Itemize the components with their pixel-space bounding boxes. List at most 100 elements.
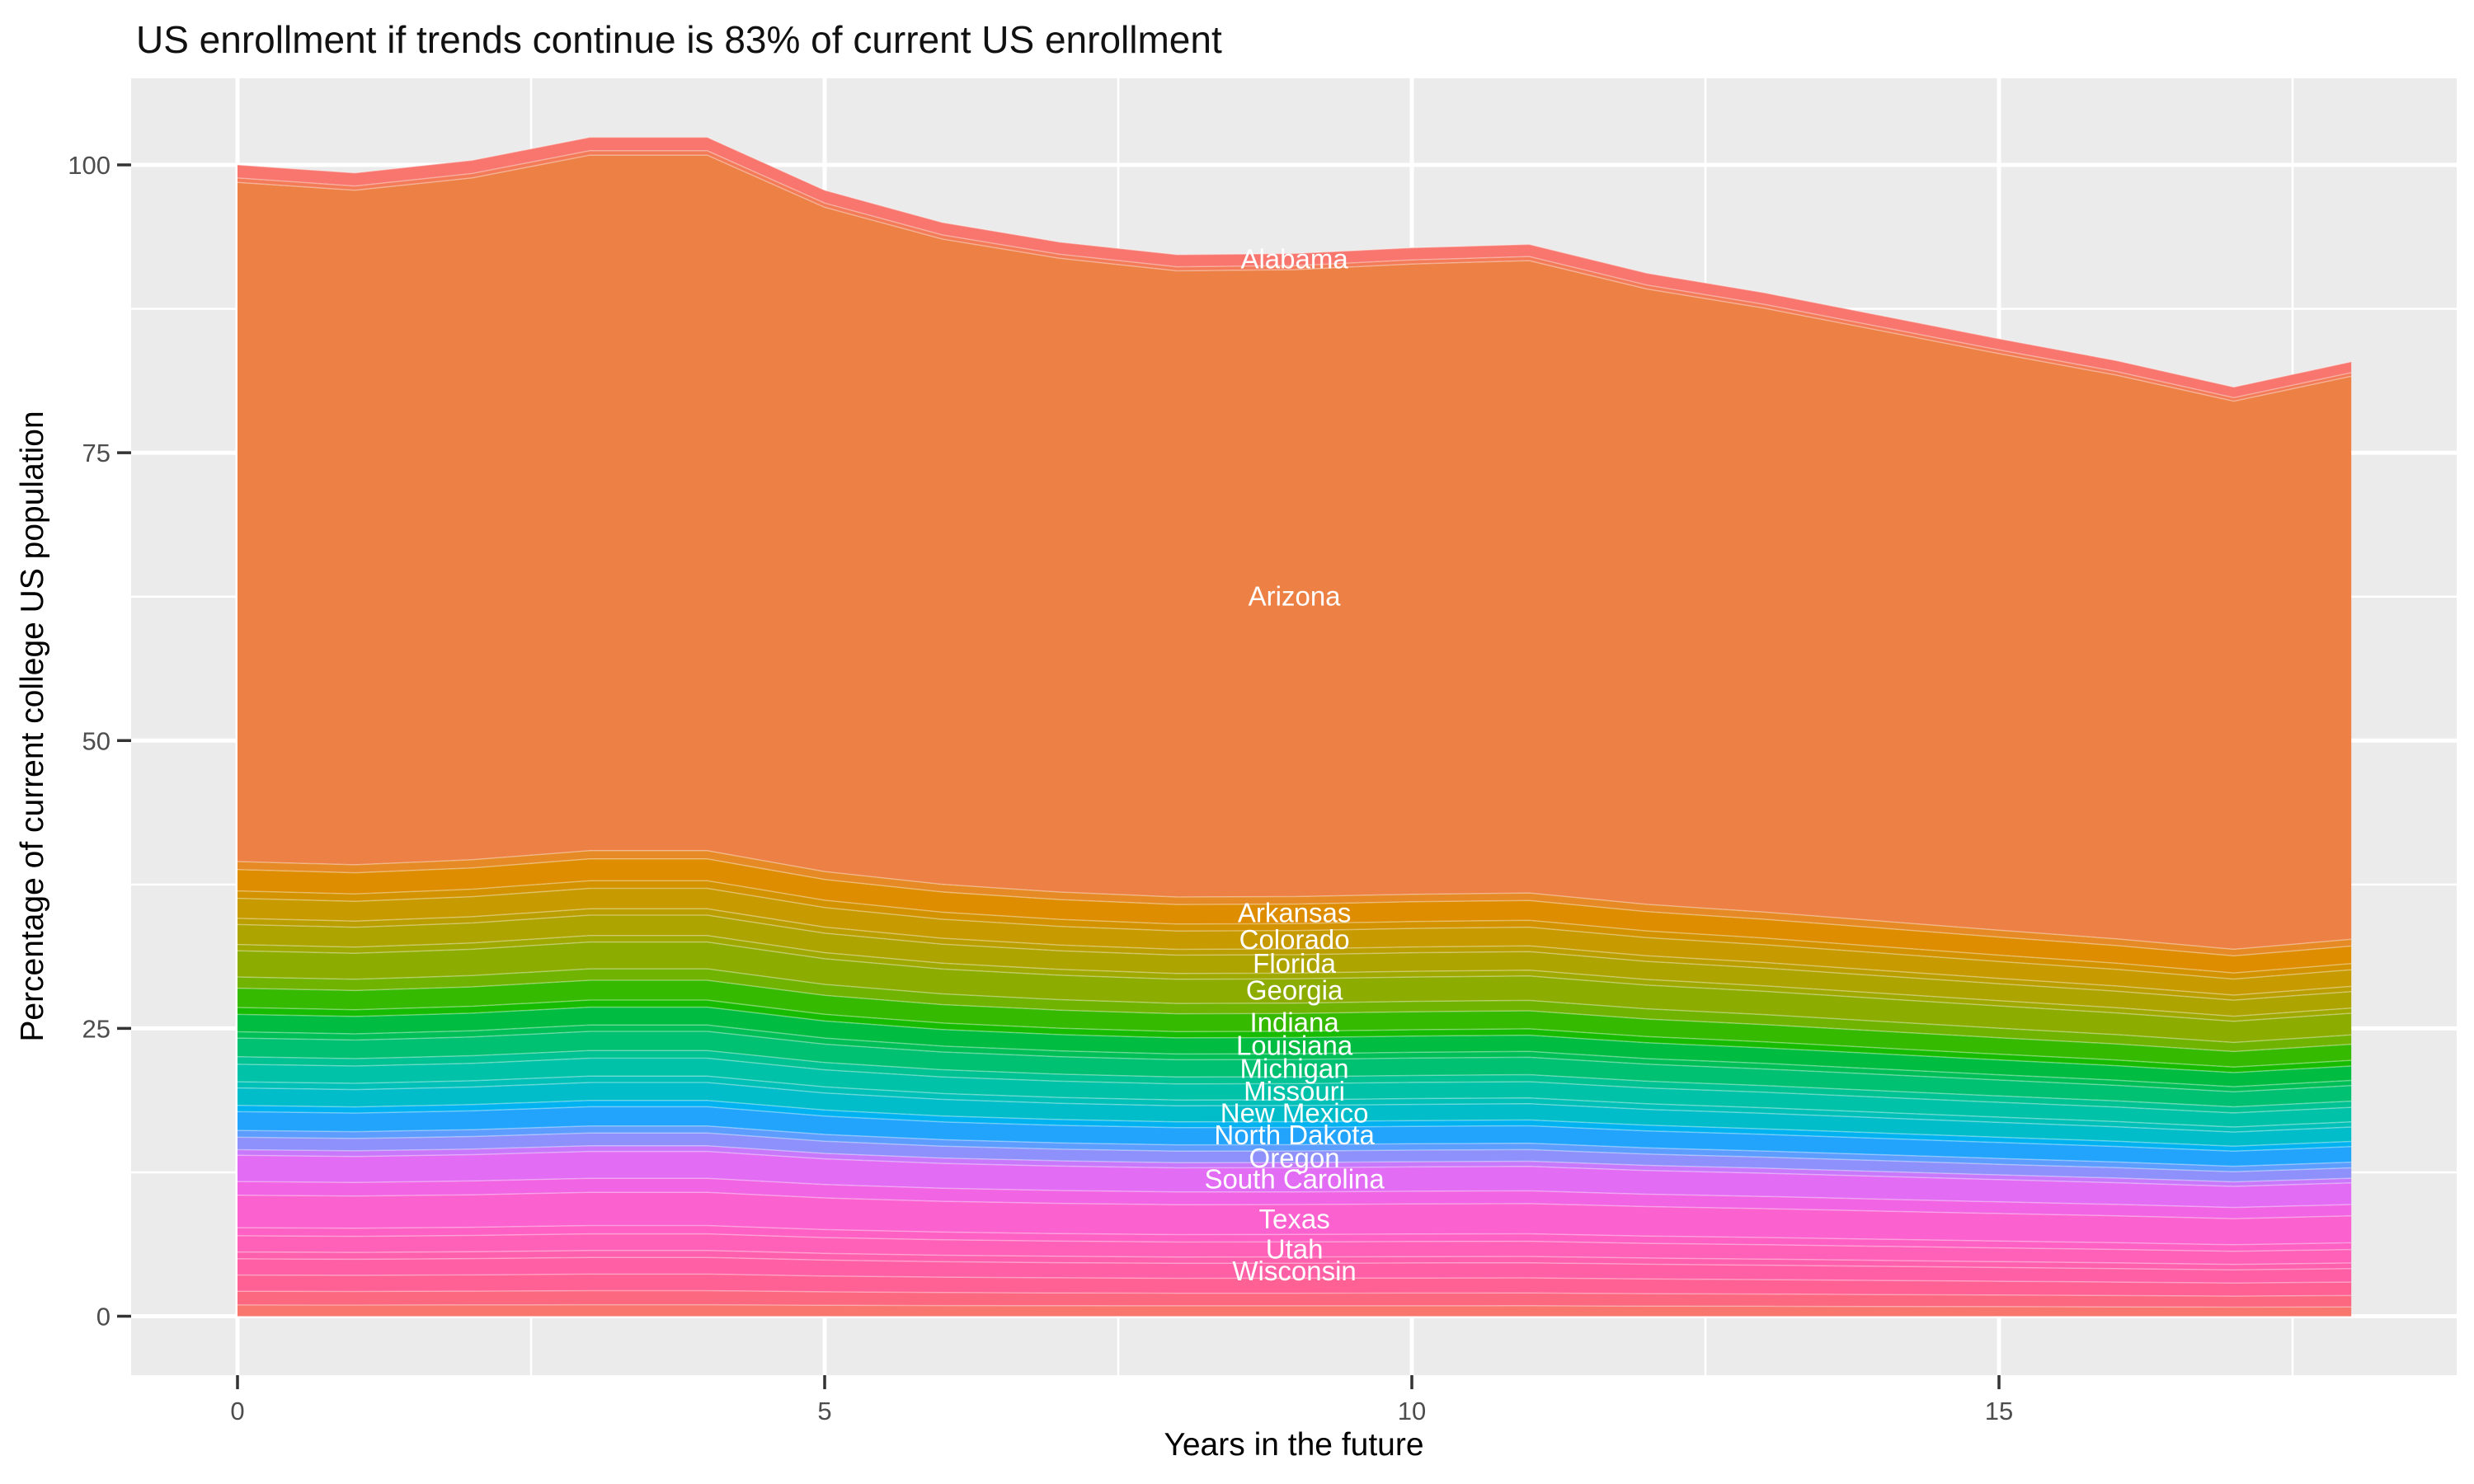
band-florida xyxy=(238,915,2352,1017)
y-tick-label-0: 0 xyxy=(96,1303,111,1331)
state-label-texas: Texas xyxy=(1258,1204,1329,1234)
band-arizona xyxy=(238,155,2352,950)
band-colorado xyxy=(238,888,2352,995)
band-unlabeled xyxy=(238,1000,2352,1073)
band-missouri xyxy=(238,1058,2352,1127)
band-utah-seam xyxy=(237,1233,2352,1252)
band-unlabeled xyxy=(238,1050,2352,1113)
x-tick-label-15: 15 xyxy=(1985,1397,2013,1425)
x-tick-label-0: 0 xyxy=(230,1397,244,1425)
state-label-georgia: Georgia xyxy=(1246,974,1343,1005)
band-seam-lines xyxy=(237,136,2352,1308)
band-oregon xyxy=(238,1133,2352,1182)
band-unlabeled-seam xyxy=(237,1224,2352,1246)
band-colorado-seam xyxy=(237,887,2352,980)
state-label-new-mexico: New Mexico xyxy=(1221,1098,1369,1129)
band-unlabeled xyxy=(238,1178,2352,1219)
band-arkansas-seam xyxy=(237,858,2352,957)
band-unlabeled xyxy=(238,1025,2352,1092)
band-unlabeled-seam xyxy=(237,1273,2352,1284)
band-oregon-seam xyxy=(237,1132,2352,1173)
band-wisconsin-seam xyxy=(237,1256,2352,1271)
band-wisconsin xyxy=(238,1257,2352,1284)
y-axis-title: Percentage of current college US populat… xyxy=(15,411,50,1041)
axis-tick-marks xyxy=(117,163,2001,1389)
x-tick-label-5: 5 xyxy=(817,1397,831,1425)
state-label-south-carolina: South Carolina xyxy=(1204,1163,1385,1194)
band-unlabeled xyxy=(238,969,2352,1052)
band-unlabeled-seam xyxy=(237,968,2352,1044)
band-texas-seam xyxy=(237,1191,2352,1219)
band-unlabeled-seam xyxy=(237,1075,2352,1128)
band-michigan xyxy=(238,1031,2352,1107)
band-unlabeled-seam xyxy=(237,1144,2352,1183)
band-unlabeled-seam xyxy=(237,999,2352,1068)
band-unlabeled-seam xyxy=(237,1050,2352,1108)
band-unlabeled xyxy=(238,1225,2352,1252)
band-utah xyxy=(238,1233,2352,1265)
band-unlabeled-seam xyxy=(237,850,2352,951)
state-label-colorado: Colorado xyxy=(1239,924,1350,955)
state-label-indiana: Indiana xyxy=(1249,1007,1339,1037)
state-label-louisiana: Louisiana xyxy=(1236,1030,1353,1060)
state-label-arizona: Arizona xyxy=(1249,581,1342,612)
band-north-dakota-seam xyxy=(237,1106,2352,1153)
band-alabama-seam xyxy=(237,136,2352,388)
band-unlabeled xyxy=(238,1125,2352,1172)
y-tick-label-100: 100 xyxy=(68,151,111,180)
band-unlabeled xyxy=(238,1274,2352,1297)
band-north-dakota xyxy=(238,1106,2352,1167)
band-unlabeled-seam xyxy=(237,1125,2352,1167)
band-unlabeled xyxy=(238,1145,2352,1186)
band-unlabeled xyxy=(238,909,2352,1001)
band-unlabeled xyxy=(238,1290,2352,1308)
band-florida-seam xyxy=(237,914,2352,1001)
x-tick-label-10: 10 xyxy=(1398,1397,1426,1425)
band-arkansas xyxy=(238,858,2352,974)
state-label-florida: Florida xyxy=(1253,948,1337,979)
state-label-wisconsin: Wisconsin xyxy=(1232,1256,1356,1286)
band-texas xyxy=(238,1192,2352,1245)
band-new-mexico-seam xyxy=(237,1082,2352,1133)
state-label-oregon: Oregon xyxy=(1249,1143,1340,1173)
band-new-mexico xyxy=(238,1082,2352,1147)
band-louisiana-seam xyxy=(237,1006,2352,1073)
y-tick-label-25: 25 xyxy=(82,1014,111,1043)
band-south-carolina xyxy=(238,1151,2352,1208)
band-indiana-seam xyxy=(237,979,2352,1053)
x-axis-title: Years in the future xyxy=(1164,1427,1423,1463)
band-missouri-seam xyxy=(237,1057,2352,1114)
band-unlabeled-seam xyxy=(237,880,2352,974)
state-label-utah: Utah xyxy=(1266,1234,1324,1265)
state-inline-labels: Alabama Arizona ArkansasColoradoFloridaGeo… xyxy=(1204,244,1385,1287)
band-unlabeled xyxy=(238,1100,2352,1152)
band-unlabeled-seam xyxy=(237,935,2352,1017)
state-label-michigan: Michigan xyxy=(1240,1053,1349,1083)
band-alabama xyxy=(238,137,2352,398)
band-unlabeled xyxy=(238,850,2352,956)
band-arizona-seam xyxy=(237,154,2352,402)
state-label-missouri: Missouri xyxy=(1244,1076,1345,1106)
band-unlabeled xyxy=(238,1250,2352,1270)
band-south-carolina-seam xyxy=(237,1150,2352,1187)
band-unlabeled-seam xyxy=(237,1249,2352,1266)
band-georgia-seam xyxy=(237,941,2352,1022)
band-unlabeled-seam xyxy=(237,1289,2352,1297)
state-label-arkansas: Arkansas xyxy=(1238,898,1352,928)
band-unlabeled-seam xyxy=(237,1303,2352,1308)
band-unlabeled-seam xyxy=(237,1024,2352,1087)
band-unlabeled xyxy=(238,935,2352,1021)
band-michigan-seam xyxy=(237,1031,2352,1092)
band-louisiana xyxy=(238,1007,2352,1087)
axis-tick-labels: 0 5 10 15 0 25 50 75 100 xyxy=(68,151,2013,1425)
y-tick-label-75: 75 xyxy=(82,439,111,467)
band-indiana xyxy=(238,980,2352,1068)
stacked-area-bands xyxy=(238,137,2352,1317)
state-label-north-dakota: North Dakota xyxy=(1214,1120,1375,1150)
band-unlabeled-seam xyxy=(237,150,2352,399)
band-unlabeled-seam xyxy=(237,908,2352,996)
band-unlabeled xyxy=(238,1304,2352,1317)
band-unlabeled xyxy=(238,881,2352,979)
